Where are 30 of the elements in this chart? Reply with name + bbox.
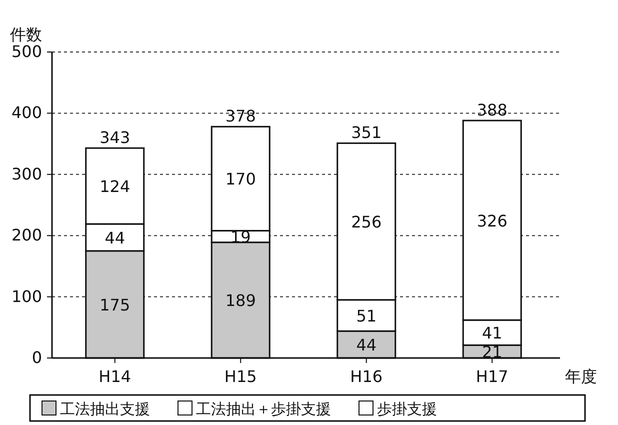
data-label: 124 [100, 177, 130, 196]
y-tick-label: 500 [11, 42, 42, 61]
y-tick-label: 300 [11, 164, 42, 184]
x-tick-label: H17 [476, 367, 508, 386]
total-label: 343 [100, 128, 130, 148]
y-axis-title: 件数 [10, 25, 42, 44]
x-tick-label: H14 [98, 367, 132, 386]
data-label: 21 [482, 342, 502, 362]
x-tick-label: H15 [224, 367, 257, 386]
data-label: 189 [225, 291, 256, 310]
data-label: 256 [351, 212, 382, 232]
data-label: 44 [104, 228, 126, 248]
data-label: 175 [100, 295, 130, 314]
data-label: 170 [225, 170, 256, 189]
legend-label: 工法抽出支援 [60, 400, 150, 418]
y-tick-label: 200 [11, 226, 42, 245]
legend-label: 工法抽出＋歩掛支援 [196, 400, 331, 418]
data-label: 44 [356, 336, 377, 355]
data-label: 326 [476, 211, 508, 230]
x-tick-label: H16 [350, 367, 383, 386]
y-tick-label: 400 [11, 103, 42, 122]
data-label: 41 [482, 324, 502, 343]
legend-label: 歩掛支援 [377, 400, 437, 418]
total-label: 378 [225, 106, 256, 126]
y-tick-label: 0 [32, 348, 42, 367]
x-axis-title: 年度 [565, 367, 597, 386]
data-label: 51 [356, 306, 377, 326]
total-label: 388 [476, 100, 508, 120]
total-label: 351 [351, 123, 382, 142]
y-tick-label: 100 [11, 286, 42, 306]
